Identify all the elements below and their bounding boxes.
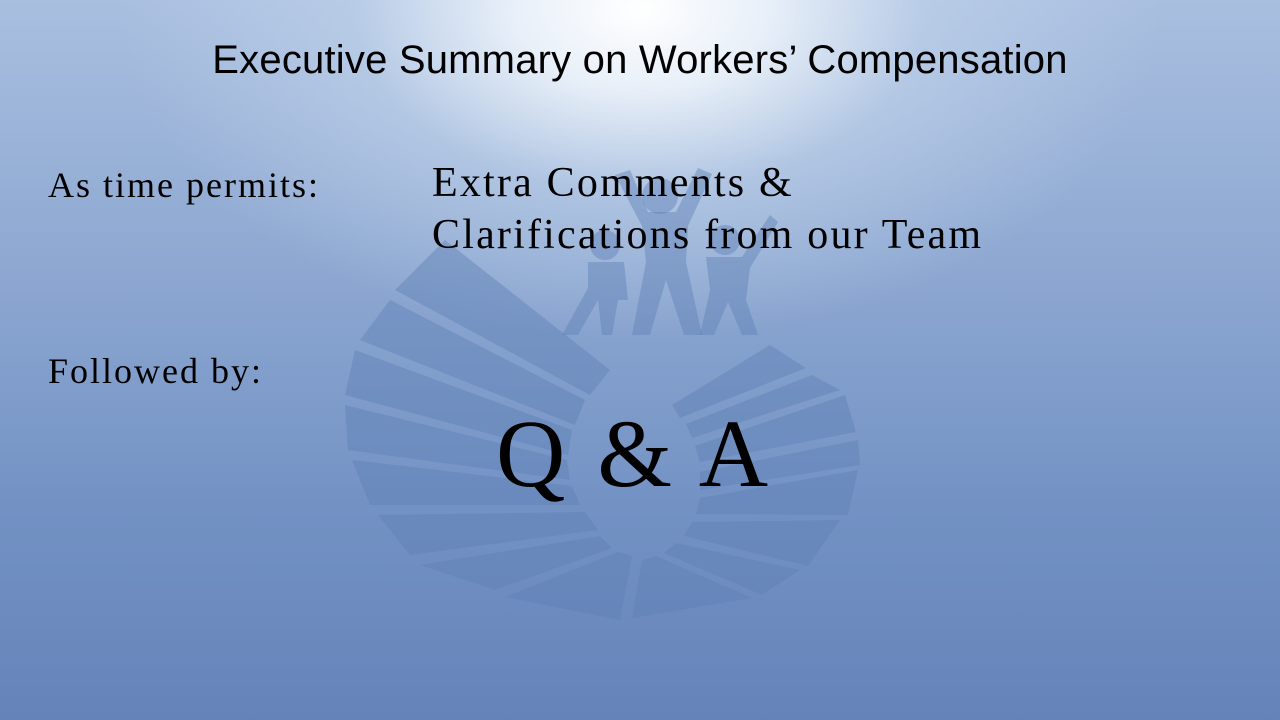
extra-comments-text: Extra Comments & Clarifications from our… [432,157,983,261]
q-and-a-heading: Q & A [496,400,773,507]
slide-title: Executive Summary on Workers’ Compensati… [212,38,1068,82]
extra-comments-line-1: Extra Comments & [432,160,794,206]
extra-comments-line-2: Clarifications from our Team [432,212,984,258]
followed-by-label: Followed by: [48,351,264,391]
time-permits-label: As time permits: [48,165,320,205]
